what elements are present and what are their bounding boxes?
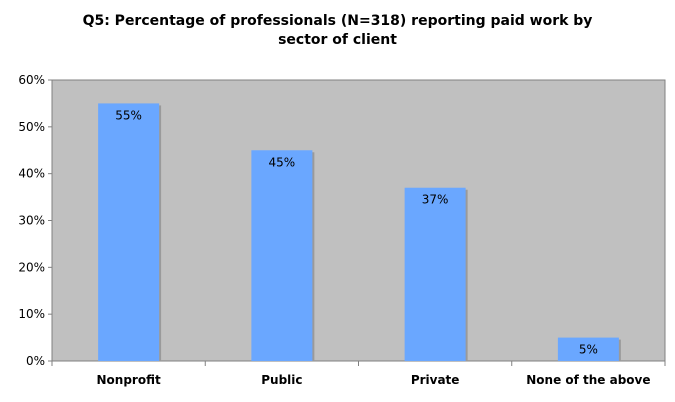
bar-value-label: 45% xyxy=(269,155,296,169)
bar xyxy=(557,337,619,361)
y-tick-label: 20% xyxy=(18,260,45,274)
y-tick-label: 10% xyxy=(18,307,45,321)
bar-value-label: 37% xyxy=(422,193,449,207)
y-tick-label: 40% xyxy=(18,167,45,181)
x-category-label: None of the above xyxy=(526,373,650,387)
y-tick-label: 0% xyxy=(26,354,45,368)
y-tick-label: 50% xyxy=(18,120,45,134)
bar-value-label: 55% xyxy=(115,108,142,122)
x-category-label: Public xyxy=(261,373,302,387)
bar xyxy=(98,103,160,362)
bar xyxy=(404,187,466,361)
chart-title-line-1: Q5: Percentage of professionals (N=318) … xyxy=(82,13,593,29)
y-tick-label: 60% xyxy=(18,73,45,87)
chart-title-line-2: sector of client xyxy=(278,32,397,48)
bar-value-label: 5% xyxy=(579,343,598,357)
bar xyxy=(251,150,313,361)
y-tick-label: 30% xyxy=(18,214,45,228)
x-category-label: Private xyxy=(411,373,460,387)
x-category-label: Nonprofit xyxy=(97,373,161,387)
